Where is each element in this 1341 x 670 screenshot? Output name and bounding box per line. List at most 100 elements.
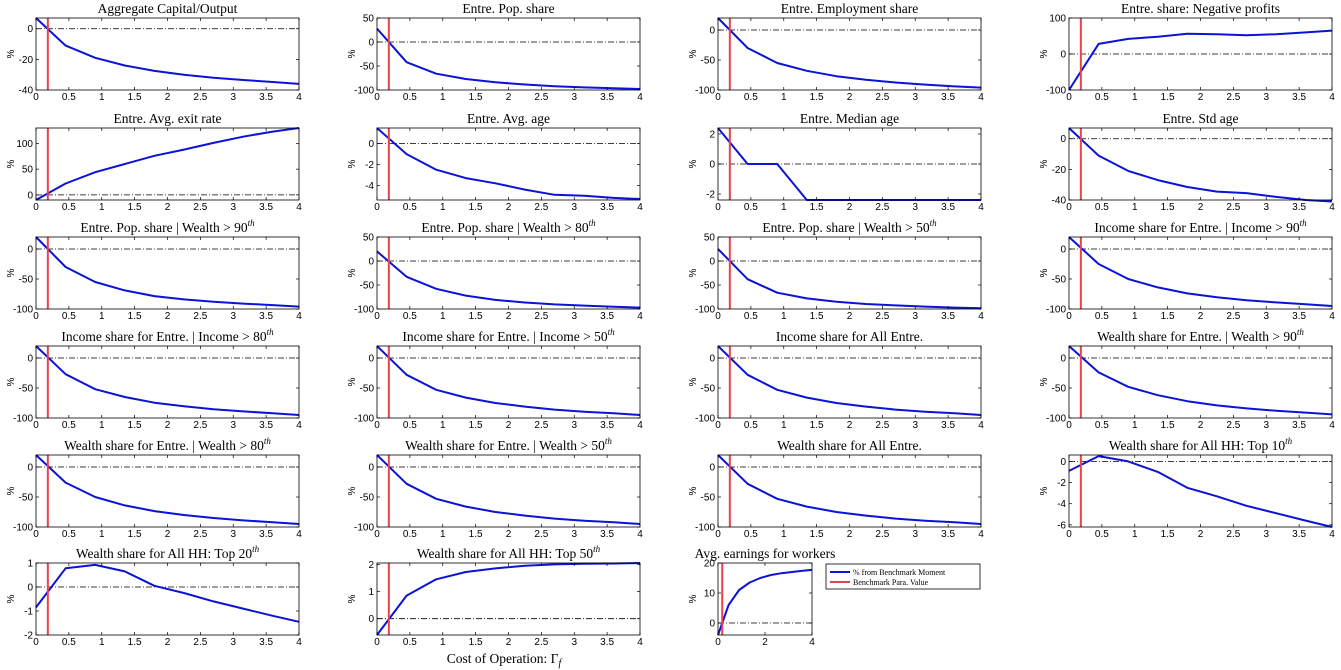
y-axis-label: % xyxy=(6,159,17,168)
series-line xyxy=(717,345,982,416)
x-tick-label: 3 xyxy=(1263,311,1269,322)
subplot-title: Income share for All Entre. xyxy=(776,329,923,344)
x-tick-label: 3.5 xyxy=(1292,529,1306,540)
x-tick-label: 1.5 xyxy=(1161,420,1175,431)
x-tick-label: 2.5 xyxy=(534,92,548,103)
series-line xyxy=(35,236,300,308)
series-line xyxy=(376,127,641,200)
x-tick-label: 3.5 xyxy=(941,311,955,322)
x-tick-label: 1.5 xyxy=(469,529,483,540)
x-tick-label: 2 xyxy=(506,420,512,431)
series-line xyxy=(376,250,641,309)
axes-box xyxy=(376,345,641,419)
subplot-title: Income share for Entre. | Income > 50th xyxy=(402,327,615,344)
x-tick-label: 3 xyxy=(571,311,577,322)
x-tick-label: 3 xyxy=(230,637,236,648)
y-axis-label: % xyxy=(688,268,699,277)
x-tick-label: 0 xyxy=(33,311,39,322)
y-tick-label: -100 xyxy=(354,305,374,316)
y-axis-label: % xyxy=(1039,159,1050,168)
subplot-title-text: Wealth share for All HH: Top 20 xyxy=(76,546,252,561)
x-tick-label: 2 xyxy=(1198,92,1204,103)
x-tick-label: 4 xyxy=(1329,311,1335,322)
x-tick-label: 1 xyxy=(1132,92,1138,103)
x-tick-label: 2.5 xyxy=(875,202,889,213)
series-line xyxy=(376,345,641,416)
y-axis-label: % xyxy=(347,159,358,168)
y-tick-label: 0 xyxy=(368,614,374,625)
axes-box xyxy=(1068,345,1333,419)
x-axis-label: Cost of Operation: Γf xyxy=(447,651,563,669)
x-tick-label: 0 xyxy=(374,420,380,431)
x-tick-label: 3.5 xyxy=(259,92,273,103)
subplot-6: Entre. Avg. age% 0 0.5 1 1.5 2 2.5 3 3.5 4 -4 -2 0 xyxy=(347,111,643,213)
y-tick-label: 0 xyxy=(1060,457,1066,468)
series-line xyxy=(35,17,300,85)
subplot-title: Entre. Pop. share | Wealth > 50th xyxy=(762,218,937,235)
subplot-title: Entre. Pop. share | Wealth > 80th xyxy=(421,218,596,235)
x-tick-label: 0 xyxy=(1066,311,1072,322)
x-tick-label: 4 xyxy=(978,92,984,103)
y-tick-label: 0 xyxy=(27,354,33,365)
y-axis-label: % xyxy=(6,377,17,386)
x-tick-label: 2 xyxy=(165,420,171,431)
subplot-title: Aggregate Capital/Output xyxy=(98,1,238,16)
subplot-9: Entre. Pop. share | Wealth > 90th% 0 0.5 1 1… xyxy=(6,218,302,322)
y-tick-label: 0 xyxy=(27,190,33,201)
subplot-title: Entre. Avg. exit rate xyxy=(113,111,221,126)
y-tick-label: 0 xyxy=(1060,134,1066,145)
x-tick-label: 3.5 xyxy=(941,420,955,431)
y-tick-label: -100 xyxy=(13,414,33,425)
y-axis-label: % xyxy=(688,486,699,495)
subplot-title: Wealth share for Entre. | Wealth > 90th xyxy=(1097,327,1304,344)
x-tick-label: 4 xyxy=(637,92,643,103)
x-tick-label: 2.5 xyxy=(1226,420,1240,431)
x-axis-label-subscript: f xyxy=(558,658,562,669)
x-tick-label: 2 xyxy=(506,202,512,213)
y-tick-label: -2 xyxy=(706,190,715,201)
x-tick-label: 4 xyxy=(1329,202,1335,213)
x-tick-label: 4 xyxy=(809,637,815,648)
y-tick-label: 10 xyxy=(704,589,716,600)
subplot-title-text: Wealth share for All HH: Top 50 xyxy=(417,546,593,561)
x-tick-label: 0.5 xyxy=(62,202,76,213)
subplot-title-text: Aggregate Capital/Output xyxy=(98,1,238,16)
y-tick-label: 0 xyxy=(368,463,374,474)
x-tick-label: 0.5 xyxy=(1095,311,1109,322)
x-tick-label: 2 xyxy=(1198,202,1204,213)
subplot-title: Wealth share for All HH: Top 50th xyxy=(417,544,601,561)
subplot-3: Entre. Employment share% 0 0.5 1 1.5 2 2.5 3 3.5… xyxy=(688,1,984,103)
y-tick-label: 0 xyxy=(1060,50,1066,61)
x-tick-label: 1.5 xyxy=(128,311,142,322)
x-tick-label: 1.5 xyxy=(128,92,142,103)
x-tick-label: 1 xyxy=(1132,311,1138,322)
y-tick-label: 0 xyxy=(709,463,715,474)
x-tick-label: 2.5 xyxy=(1226,529,1240,540)
y-tick-label: -50 xyxy=(1052,384,1067,395)
x-tick-label: 3 xyxy=(912,202,918,213)
x-tick-label: 1 xyxy=(440,529,446,540)
x-tick-label: 1.5 xyxy=(469,202,483,213)
y-tick-label: 2 xyxy=(368,560,374,571)
x-tick-label: 3 xyxy=(571,420,577,431)
y-tick-label: -20 xyxy=(19,55,34,66)
x-tick-label: 3.5 xyxy=(600,311,614,322)
x-tick-label: 3 xyxy=(1263,92,1269,103)
x-tick-label: 1.5 xyxy=(469,311,483,322)
subplot-title: Wealth share for Entre. | Wealth > 80th xyxy=(64,436,271,453)
x-tick-label: 4 xyxy=(637,637,643,648)
x-tick-label: 3.5 xyxy=(1292,420,1306,431)
subplot-title: Entre. Pop. share | Wealth > 90th xyxy=(80,218,255,235)
x-tick-label: 1 xyxy=(99,637,105,648)
x-tick-label: 3.5 xyxy=(600,420,614,431)
subplot-title-text: Entre. Median age xyxy=(800,111,899,126)
subplot-title: Entre. Avg. age xyxy=(467,111,550,126)
series-line xyxy=(35,345,300,416)
legend-series-label: % from Benchmark Moment xyxy=(853,568,946,577)
subplot-title-text: Wealth share for Entre. | Wealth > 90 xyxy=(1097,329,1297,344)
subplot-grid: Aggregate Capital/Output% 0 0.5 1 1.5 2 2.5 3 3.… xyxy=(6,1,1335,648)
x-tick-label: 0 xyxy=(1066,92,1072,103)
x-tick-label: 3 xyxy=(571,529,577,540)
subplot-title-superscript: th xyxy=(589,218,597,228)
series-line xyxy=(376,27,641,90)
